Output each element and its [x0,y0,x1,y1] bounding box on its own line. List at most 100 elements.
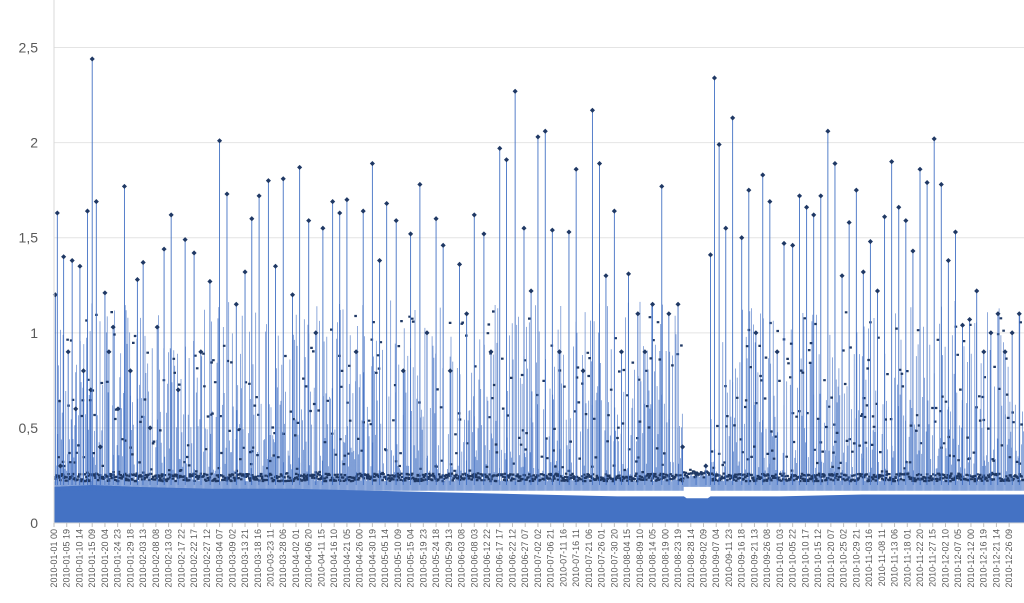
x-tick-label: 2010-07-30 20 [609,529,619,588]
point-marker [377,258,383,264]
x-tick-label: 2010-03-13 21 [240,529,250,588]
data-point [642,349,648,485]
point-marker [102,290,108,296]
point-marker [566,229,572,235]
point-marker [512,88,518,94]
x-tick-label: 2010-12-12 00 [966,529,976,588]
data-point [233,301,239,485]
x-tick-label: 2010-04-30 19 [367,529,377,588]
x-tick-label: 2010-06-08 03 [469,529,479,588]
point-marker [106,349,112,355]
x-tick-label: 2010-06-12 22 [482,529,492,588]
data-point [781,240,787,485]
data-point [945,258,951,485]
point-marker [675,301,681,307]
x-tick-label: 2010-07-21 06 [584,529,594,588]
data-point [73,406,79,485]
data-point [988,330,994,485]
data-point [433,216,439,485]
x-tick-label: 2010-12-07 05 [953,529,963,588]
x-tick-label: 2010-02-03 13 [138,529,148,588]
point-marker [447,368,453,374]
data-point [481,231,487,485]
data-point [974,288,980,485]
y-tick-label: 2,5 [19,40,39,56]
x-tick-label: 2010-02-08 08 [151,529,161,588]
x-tick-label: 2010-05-24 18 [431,529,441,588]
data-point [860,269,866,485]
data-point [853,187,859,485]
point-marker [924,180,930,186]
x-tick-label: 2010-01-01 00 [49,529,59,588]
point-marker [967,316,973,323]
x-tick-label: 2010-11-03 16 [864,529,874,587]
x-tick-label: 2010-11-27 15 [928,529,938,587]
x-tick-label: 2010-01-24 23 [113,529,123,588]
x-tick-label: 2010-01-10 14 [74,529,84,588]
x-tick-label: 2010-02-27 12 [202,529,212,588]
point-marker [666,311,672,317]
data-point [134,277,140,485]
point-marker [796,193,803,199]
x-tick-label: 2010-08-09 10 [635,529,645,588]
x-axis-ticks: 2010-01-01 00 2010-01-05 19 2010-01-10 14 2… [49,523,1014,588]
point-marker [542,128,548,134]
x-tick-label: 2010-11-08 11 [877,529,887,586]
point-marker [344,197,350,203]
point-marker [521,225,527,231]
point-marker [811,212,817,218]
x-tick-label: 2010-01-20 04 [100,529,110,588]
point-marker [853,187,859,193]
x-tick-label: 2010-09-11 23 [724,529,734,587]
point-marker [767,199,773,205]
data-point [424,330,430,485]
x-tick-label: 2010-07-02 02 [533,529,543,588]
x-tick-label: 2010-12-16 19 [979,529,989,588]
point-marker [790,242,796,248]
point-marker [464,311,470,317]
point-marker [313,330,319,336]
point-marker [289,292,296,298]
point-marker [417,181,423,188]
point-marker [393,218,399,224]
data-point [306,218,312,485]
data-point [344,197,350,485]
x-tick-label: 2010-08-19 00 [660,529,670,588]
baseline-area [54,485,1024,523]
point-marker [224,191,230,197]
point-marker [297,164,303,170]
data-point [488,349,494,485]
x-tick-label: 2010-05-10 09 [393,529,403,588]
data-point [549,227,555,485]
y-axis-ticks: 0 0,5 1 1,5 2 2,5 [19,40,39,531]
point-marker [903,218,909,224]
x-tick-label: 2010-04-16 10 [329,529,339,588]
data-point [440,242,446,485]
x-tick-label: 2010-07-06 21 [546,529,556,588]
x-tick-label: 2010-10-15 12 [813,529,823,588]
point-marker [889,159,895,165]
data-point [818,193,824,485]
x-tick-label: 2010-02-17 22 [176,529,186,588]
point-marker [353,349,359,355]
point-marker [867,238,873,245]
x-tick-label: 2010-08-04 15 [622,529,632,588]
point-marker [753,330,759,336]
point-marker [168,212,174,218]
point-marker [440,242,446,248]
point-marker [746,187,752,193]
point-marker [974,288,980,294]
point-marker [175,387,181,393]
x-tick-label: 2010-09-02 09 [699,529,709,588]
data-point [739,235,745,485]
data-point [464,311,470,485]
data-point [168,212,174,485]
point-marker [369,161,375,167]
x-tick-label: 2010-03-28 06 [278,529,288,588]
point-marker [910,248,916,254]
point-marker [471,212,477,218]
point-marker [818,193,824,199]
point-marker [191,250,197,256]
point-marker [635,311,641,317]
